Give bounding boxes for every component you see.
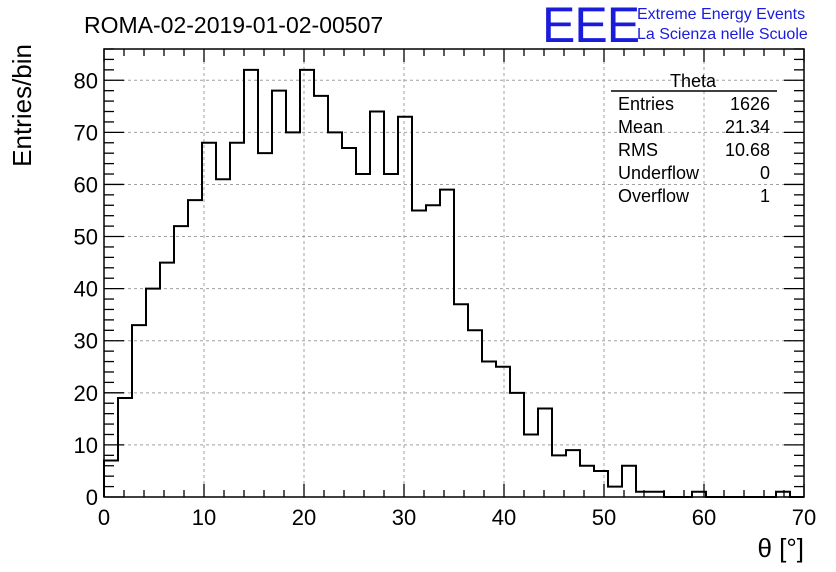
logo-line-2: La Scienza nelle Scuole [637, 26, 808, 43]
histogram-bin [132, 325, 146, 497]
histogram-bin [426, 205, 440, 497]
histogram-bin [244, 70, 258, 497]
histogram-bin [538, 408, 552, 497]
stats-value: 10.68 [725, 140, 770, 160]
stats-label: Underflow [618, 163, 700, 183]
histogram-bin [174, 226, 188, 497]
histogram-bin [356, 174, 370, 497]
histogram-outline [103, 68, 804, 498]
stats-box-name: Theta [670, 71, 717, 91]
y-tick-label: 20 [74, 381, 98, 406]
stats-value: 1 [760, 186, 770, 206]
x-tick-label: 70 [792, 505, 816, 530]
stats-rows: Entries 1626 Mean 21.34 RMS 10.68 Underflow 0 Ov… [618, 94, 770, 206]
stats-box: Theta Entries 1626 Mean 21.34 RMS 10.68 Underf… [611, 71, 777, 206]
stats-label: Entries [618, 94, 674, 114]
stats-value: 0 [760, 163, 770, 183]
grid-lines [104, 49, 804, 497]
histogram-bin [272, 91, 286, 497]
histogram-bin [608, 487, 622, 497]
y-tick-label: 50 [74, 225, 98, 250]
histogram-bin [286, 132, 300, 497]
histogram-bin [566, 450, 580, 497]
plot-frame [103, 48, 805, 498]
histogram-bin [328, 132, 342, 497]
x-tick-labels: 0 10 20 30 40 50 60 70 [98, 505, 816, 530]
histogram-bin [314, 96, 328, 497]
histogram-bin [496, 367, 510, 497]
histogram-bin [370, 112, 384, 497]
histogram-bin [454, 304, 468, 497]
axis-ticks [103, 48, 805, 498]
y-tick-label: 70 [74, 120, 98, 145]
stats-label: Overflow [618, 186, 690, 206]
histogram-bin [440, 190, 454, 497]
y-tick-label: 60 [74, 172, 98, 197]
x-tick-label: 10 [192, 505, 216, 530]
stats-label: Mean [618, 117, 663, 137]
histogram-bin [482, 362, 496, 497]
histogram-bin [300, 70, 314, 497]
histogram-bin [230, 143, 244, 497]
histogram-bin [160, 263, 174, 497]
histogram-bin [258, 153, 272, 497]
histogram-bin [216, 179, 230, 497]
histogram-bin [398, 117, 412, 497]
histogram-bin [468, 330, 482, 497]
x-axis-title: θ [°] [757, 533, 804, 563]
stats-value: 21.34 [725, 117, 770, 137]
x-tick-label: 40 [492, 505, 516, 530]
histogram-bin [384, 174, 398, 497]
histogram-bin [118, 398, 132, 497]
eee-logo: EEE Extreme Energy Events La Scienza nel… [542, 0, 808, 53]
histogram-title: ROMA-02-2019-01-02-00507 [84, 12, 383, 38]
x-tick-label: 30 [392, 505, 416, 530]
histogram-bin [524, 434, 538, 497]
histogram-bin [594, 471, 608, 497]
y-tick-label: 40 [74, 277, 98, 302]
logo-mark: EEE [542, 0, 639, 53]
y-tick-label: 0 [86, 485, 98, 510]
histogram-bin [412, 210, 426, 497]
x-tick-label: 50 [592, 505, 616, 530]
x-tick-label: 0 [98, 505, 110, 530]
stats-value: 1626 [730, 94, 770, 114]
y-tick-label: 80 [74, 68, 98, 93]
y-tick-labels: 0 10 20 30 40 50 60 70 80 [74, 68, 98, 510]
y-axis-title: Entries/bin [7, 44, 37, 167]
histogram-bin [580, 466, 594, 497]
y-tick-label: 10 [74, 433, 98, 458]
histogram-bin [188, 200, 202, 497]
stats-label: RMS [618, 140, 658, 160]
x-tick-label: 20 [292, 505, 316, 530]
histogram-bins [104, 70, 790, 497]
logo-line-1: Extreme Energy Events [637, 6, 805, 23]
x-tick-label: 60 [692, 505, 716, 530]
y-tick-label: 30 [74, 329, 98, 354]
